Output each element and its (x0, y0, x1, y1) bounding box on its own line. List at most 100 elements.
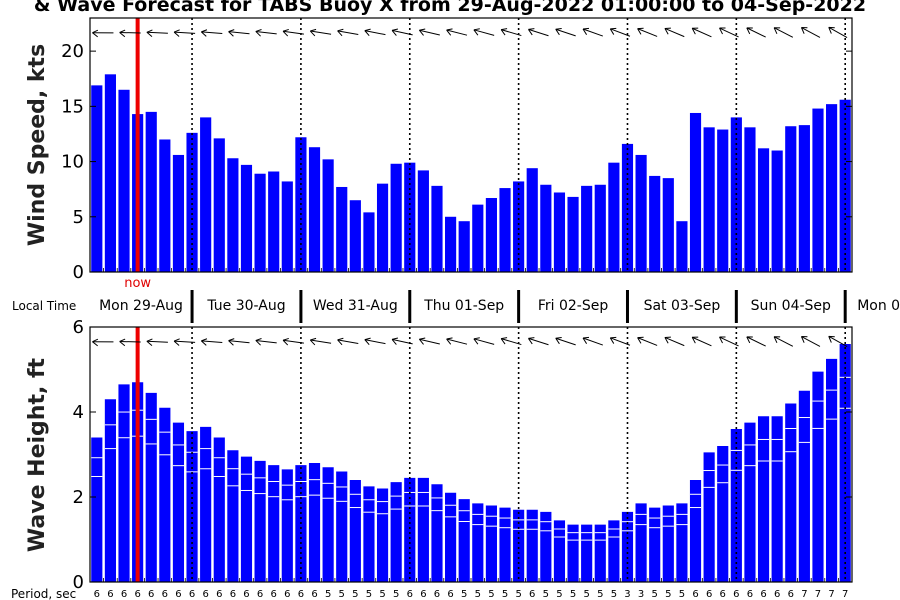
bar (104, 74, 116, 272)
bar (526, 168, 538, 272)
bar (376, 488, 389, 582)
direction-arrow (337, 28, 359, 37)
direction-arrow (201, 338, 223, 346)
bar (200, 117, 212, 272)
direction-arrow (528, 28, 549, 37)
direction-arrow (800, 27, 821, 38)
arrow-shaft (528, 28, 549, 37)
bar (703, 127, 715, 272)
period-value: 6 (706, 589, 712, 600)
bar (785, 403, 797, 582)
arrow-head (800, 27, 808, 34)
bar (104, 399, 116, 582)
arrow-shaft (828, 335, 848, 348)
arrow-head (555, 337, 562, 345)
arrow-shaft (473, 29, 495, 36)
direction-arrow (309, 28, 332, 37)
arrow-shaft (201, 340, 223, 344)
direction-arrow (609, 27, 631, 37)
bar (567, 196, 579, 272)
arrow-shaft (119, 31, 141, 34)
bar (635, 503, 647, 583)
bar (458, 499, 470, 583)
period-value: 6 (284, 589, 290, 600)
bar (349, 200, 361, 272)
arrow-head (691, 27, 699, 35)
bar (404, 162, 416, 272)
direction-arrow (337, 337, 359, 346)
arrow-head (146, 338, 153, 347)
arrow-shaft (664, 27, 685, 38)
arrow-shaft (555, 337, 576, 346)
bar (553, 192, 566, 272)
period-value: 5 (570, 589, 576, 600)
arrow-shaft (419, 29, 440, 36)
period-value: 5 (611, 589, 617, 600)
period-value: 5 (652, 589, 658, 600)
arrow-head (146, 29, 153, 38)
period-value: 6 (788, 589, 794, 600)
arrow-head (500, 337, 508, 345)
direction-arrow (92, 338, 114, 347)
direction-arrow (173, 29, 196, 37)
bar (676, 221, 688, 272)
arrow-shaft (446, 29, 468, 36)
arrow-head (664, 336, 671, 344)
direction-arrow (364, 28, 386, 37)
bar (213, 437, 225, 582)
arrow-head (582, 27, 590, 35)
arrow-head (228, 338, 235, 346)
period-value: 5 (339, 589, 345, 600)
bar (240, 164, 253, 272)
arrow-head (473, 337, 480, 345)
arrow-head (282, 337, 289, 346)
period-value: 5 (325, 589, 331, 600)
period-value: 6 (243, 589, 249, 600)
arrow-shaft (801, 27, 821, 38)
bar (91, 85, 103, 273)
local-time-label: Local Time (12, 299, 76, 313)
y-tick-label: 2 (73, 487, 84, 508)
period-value: 7 (815, 589, 821, 600)
arrow-head (364, 28, 371, 37)
bar (812, 108, 824, 272)
bar (581, 524, 593, 583)
arrow-head (746, 27, 753, 35)
direction-arrow (228, 338, 250, 346)
wind-speed-axis-label: Wind Speed, kts (25, 44, 50, 246)
arrow-shaft (637, 337, 658, 346)
bar (363, 212, 375, 272)
arrow-shaft (610, 337, 631, 346)
bar (281, 469, 293, 583)
arrow-shaft (174, 31, 196, 34)
period-value: 6 (774, 589, 780, 600)
bar (798, 125, 810, 273)
direction-arrow (637, 336, 658, 346)
bar (159, 139, 171, 272)
direction-arrow (92, 29, 114, 38)
now-label: now (124, 276, 151, 291)
bar (594, 184, 606, 272)
arrow-head (800, 336, 808, 343)
wind-speed-panel: 0 5 10 15 20 now (61, 17, 853, 291)
direction-arrow (719, 27, 739, 38)
period-value: 6 (94, 589, 100, 600)
arrow-shaft (828, 26, 848, 39)
arrow-shaft (773, 336, 794, 347)
arrow-head (828, 335, 835, 343)
arrow-shaft (528, 337, 549, 346)
bar (240, 456, 253, 583)
direction-arrow (746, 27, 766, 38)
arrow-shaft (582, 28, 603, 37)
day-label: Fri 02-Sep (538, 298, 608, 314)
bar (485, 505, 497, 582)
arrow-shaft (501, 29, 522, 37)
direction-arrow (146, 29, 168, 38)
period-value: 5 (502, 589, 508, 600)
arrow-head (828, 26, 835, 34)
period-value: 5 (543, 589, 549, 600)
bar (172, 422, 185, 583)
bar (336, 471, 348, 582)
bar (621, 143, 634, 272)
